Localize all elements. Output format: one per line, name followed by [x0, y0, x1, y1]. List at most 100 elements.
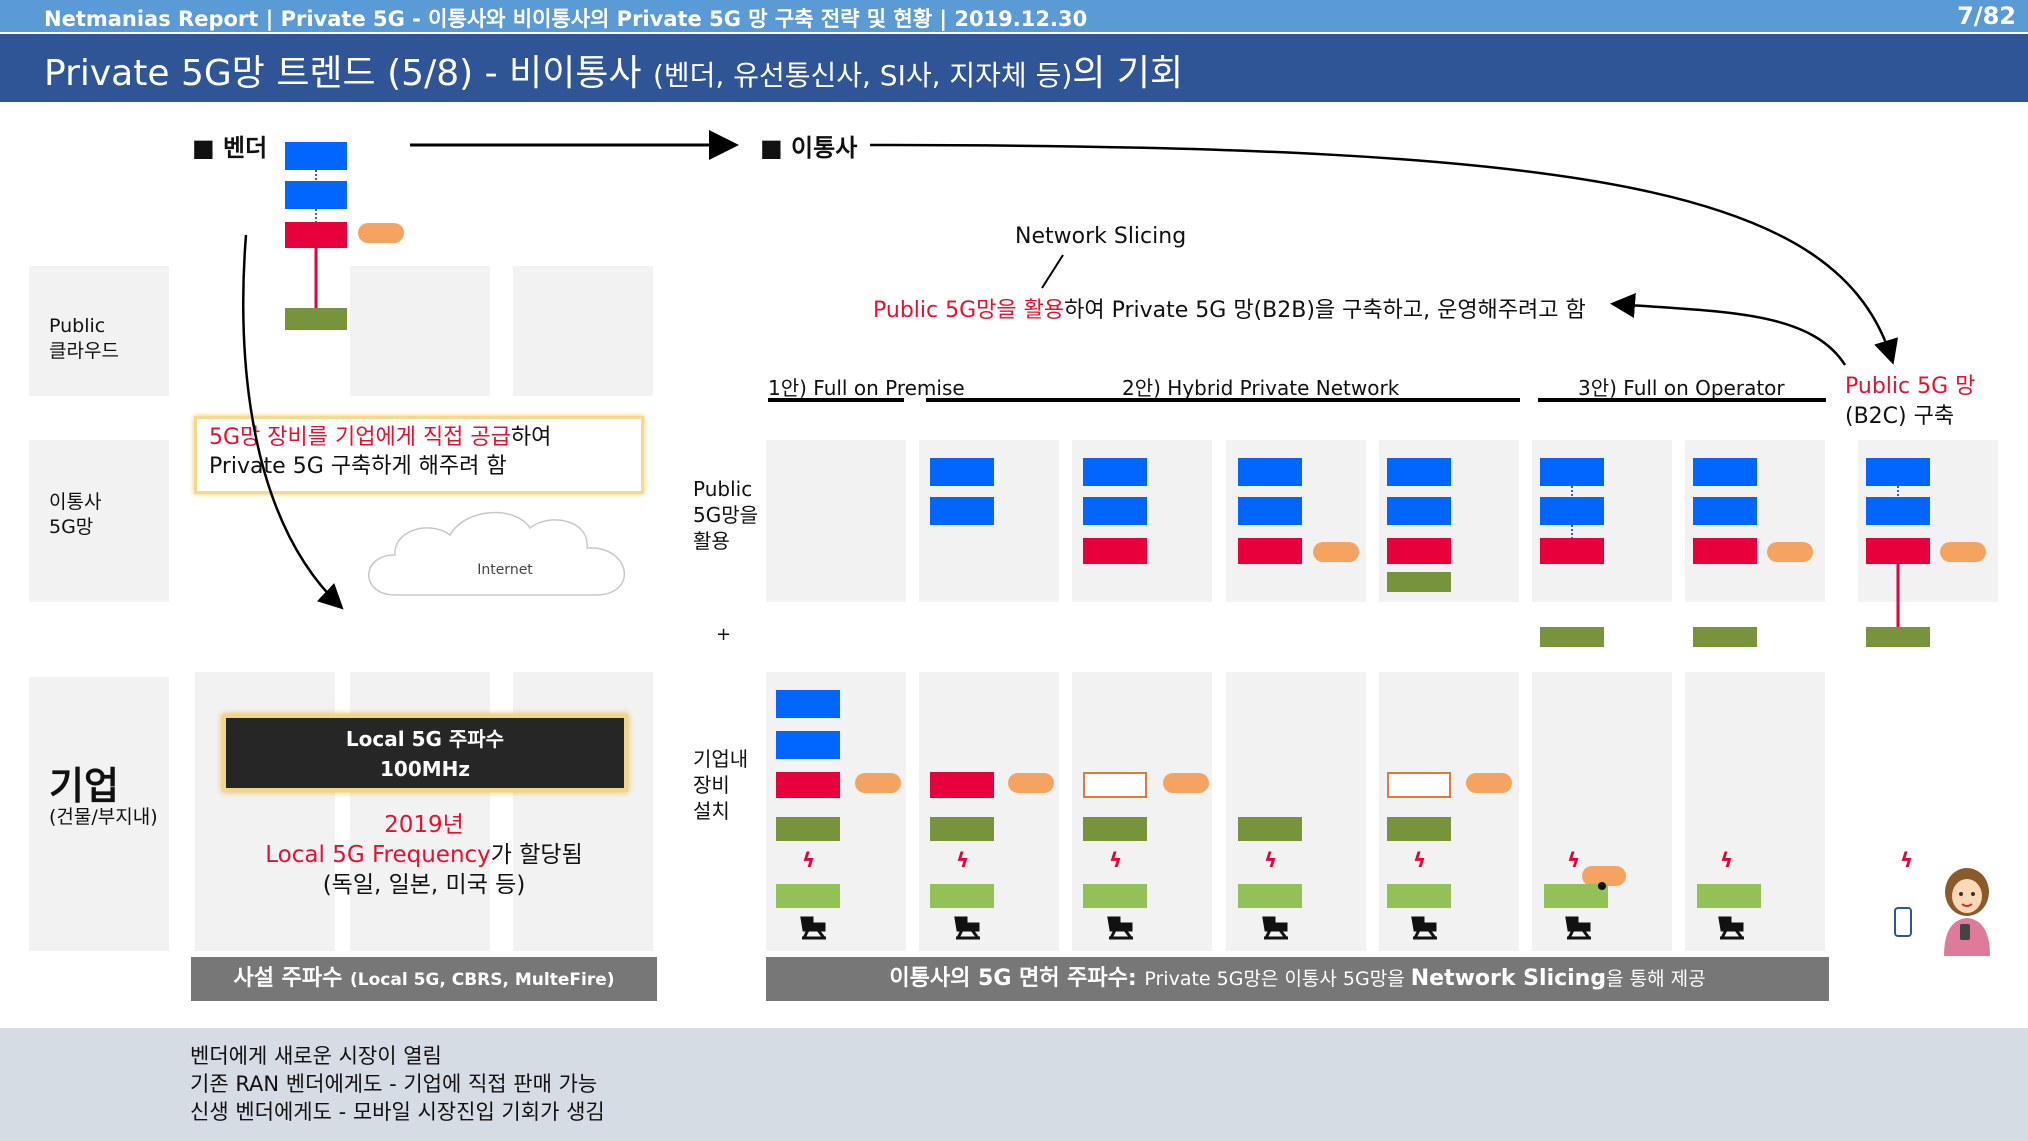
carrier-label: ■ 이통사: [760, 134, 858, 162]
edge-pill: [1466, 773, 1512, 793]
antenna-block: [285, 308, 347, 330]
ran-block: [1238, 538, 1302, 564]
smartphone-icon: [1894, 907, 1912, 937]
title-bar: Private 5G망 트렌드 (5/8) - 비이통사 (벤더, 유선통신사,…: [0, 34, 2028, 102]
panel: [766, 440, 906, 602]
core-block: [1693, 497, 1757, 525]
core-block: [1866, 497, 1930, 525]
antenna-block: [1238, 817, 1302, 841]
core-block: [930, 497, 994, 525]
edge-pill: [1008, 773, 1054, 793]
internet-cloud: Internet: [355, 500, 655, 610]
edge-pill: [1163, 773, 1209, 793]
antenna-block: [1866, 627, 1930, 647]
ran-block: [930, 772, 994, 798]
antenna-block: [1540, 627, 1604, 647]
vendor-label: ■ 벤더: [192, 134, 268, 162]
core-block: [1540, 458, 1604, 486]
onsite-label: 기업내 장비 설치: [693, 747, 749, 823]
radio-signal-icon: ϟ: [1413, 848, 1427, 872]
ran-block: [776, 772, 840, 798]
ran-block: [1387, 538, 1451, 564]
network-slicing-label: Network Slicing: [1015, 224, 1187, 249]
summary-line: 신생 벤더에게도 - 모바일 시장진입 기회가 생김: [190, 1100, 605, 1124]
option-3-line: [1538, 398, 1826, 402]
robot-machine-icon: [1565, 916, 1591, 940]
radio-signal-icon: ϟ: [1567, 848, 1581, 872]
row-label-public-cloud: Public 클라우드: [29, 266, 169, 396]
option-3-label: 3안) Full on Operator: [1578, 376, 1785, 400]
core-block: [285, 181, 347, 209]
device-block: [1544, 884, 1608, 908]
b2c-label: Public 5G 망 (B2C) 구축: [1845, 374, 1976, 429]
use-public-label: Public 5G망을 활용: [693, 477, 759, 553]
page-title: Private 5G망 트렌드 (5/8) - 비이통사 (벤더, 유선통신사,…: [44, 53, 1184, 94]
row-label-enterprise: 기업 (건물/부지내): [29, 677, 169, 951]
page-number: 7/82: [1957, 2, 2016, 30]
plus-sign: +: [716, 624, 732, 645]
panel: [350, 266, 490, 396]
antenna-block: [1693, 627, 1757, 647]
report-meta: Netmanias Report | Private 5G - 이통사와 비이통…: [44, 7, 1088, 31]
option-2-label: 2안) Hybrid Private Network: [1122, 376, 1400, 400]
robot-machine-icon: [1411, 916, 1437, 940]
robot-machine-icon: [1107, 916, 1133, 940]
panel: [513, 266, 653, 396]
device-block: [1387, 884, 1451, 908]
vendor-callout: 5G망 장비를 기업에게 직접 공급하여 Private 5G 구축하게 해주려…: [194, 416, 644, 494]
radio-signal-icon: ϟ: [1109, 848, 1123, 872]
radio-signal-icon: ϟ: [1900, 848, 1914, 872]
private-frequency-bar: 사설 주파수 (Local 5G, CBRS, MulteFire): [191, 957, 657, 1001]
antenna-block: [1387, 817, 1451, 841]
core-block: [1540, 497, 1604, 525]
robot-machine-icon: [954, 916, 980, 940]
ran-block-outline: [1387, 772, 1451, 798]
radio-signal-icon: ϟ: [1264, 848, 1278, 872]
option-1-line: [768, 398, 904, 402]
option-2-line: [926, 398, 1520, 402]
ran-block: [1693, 538, 1757, 564]
core-block: [1238, 458, 1302, 486]
edge-pill: [1313, 542, 1359, 562]
core-block: [1693, 458, 1757, 486]
ran-block: [1083, 538, 1147, 564]
licensed-frequency-bar: 이통사의 5G 면허 주파수: Private 5G망은 이통사 5G망을 Ne…: [766, 957, 1829, 1001]
core-block: [285, 142, 347, 170]
core-block: [1238, 497, 1302, 525]
ran-block: [1866, 538, 1930, 564]
antenna-block: [776, 817, 840, 841]
edge-pill: [1940, 542, 1986, 562]
robot-machine-icon: [1262, 916, 1288, 940]
core-block: [1083, 497, 1147, 525]
edge-pill: [1582, 866, 1626, 886]
dot: [1598, 882, 1606, 890]
device-block: [930, 884, 994, 908]
robot-machine-icon: [800, 916, 826, 940]
core-block: [1387, 497, 1451, 525]
core-block: [930, 458, 994, 486]
local-frequency-text: 2019년 Local 5G Frequency가 할당됨 (독일, 일본, 미…: [265, 812, 583, 898]
core-block: [1866, 458, 1930, 486]
radio-signal-icon: ϟ: [802, 848, 816, 872]
device-block: [1238, 884, 1302, 908]
slicing-description: Public 5G망을 활용하여 Private 5G 망(B2B)을 구축하고…: [873, 298, 1586, 323]
edge-pill: [358, 223, 404, 243]
summary-line: 벤더에게 새로운 시장이 열림: [190, 1044, 442, 1068]
summary-line: 기존 RAN 벤더에게도 - 기업에 직접 판매 가능: [190, 1072, 598, 1096]
edge-pill: [1767, 542, 1813, 562]
device-block: [1697, 884, 1761, 908]
antenna-block: [1387, 572, 1451, 592]
device-block: [776, 884, 840, 908]
row-label-carrier-5g: 이통사 5G망: [29, 440, 169, 602]
radio-signal-icon: ϟ: [956, 848, 970, 872]
core-block: [1083, 458, 1147, 486]
edge-pill: [855, 773, 901, 793]
ran-block: [285, 222, 347, 248]
core-block: [1387, 458, 1451, 486]
core-block: [776, 731, 840, 759]
option-1-label: 1안) Full on Premise: [768, 376, 965, 400]
antenna-block: [1083, 817, 1147, 841]
core-block: [776, 690, 840, 718]
ran-block: [1540, 538, 1604, 564]
